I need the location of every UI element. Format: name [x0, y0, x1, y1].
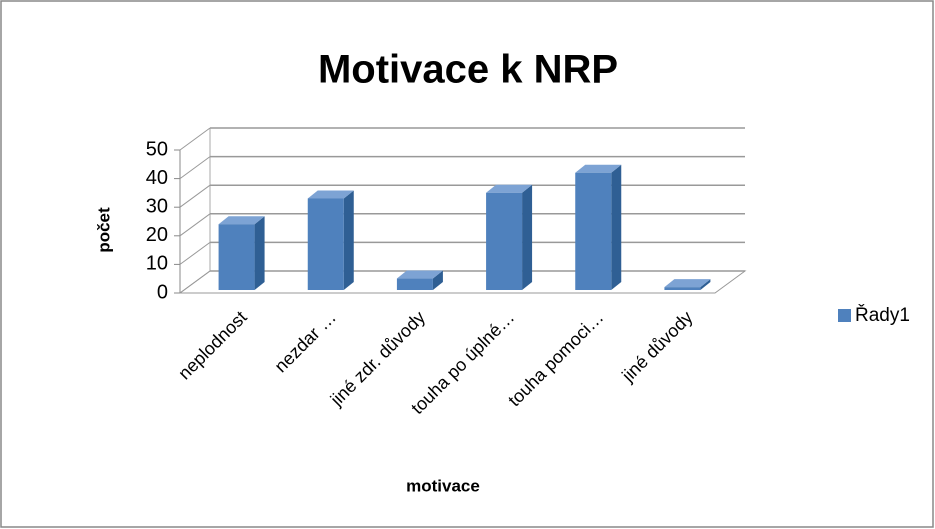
bar-top [486, 184, 533, 193]
bar-front [486, 192, 523, 290]
bar-side [611, 164, 622, 290]
legend-label: Řady1 [855, 304, 910, 326]
bar-side [700, 279, 711, 290]
y-axis-title: počet [94, 207, 113, 253]
x-axis-title: motivace [406, 476, 480, 495]
bar-top [664, 279, 711, 288]
grid-line [179, 127, 211, 151]
bar-side [522, 184, 533, 290]
y-tick-label: 30 [146, 195, 168, 217]
bar [396, 270, 443, 290]
bar-front [396, 278, 433, 290]
y-tick-label: 0 [157, 281, 168, 303]
bar-side [343, 190, 354, 290]
grid-line [179, 213, 211, 237]
bar-front [575, 172, 612, 290]
bar-top [307, 190, 354, 199]
y-tick-label: 10 [146, 253, 168, 275]
grid-line [179, 270, 211, 294]
bar-front [307, 198, 344, 290]
bar-top [396, 270, 443, 279]
y-tick-label: 40 [146, 167, 168, 189]
chart-title: Motivace k NRP [318, 48, 618, 92]
grid-line [179, 156, 211, 180]
bar-top [218, 216, 265, 225]
bar [218, 216, 265, 290]
y-tick-label: 20 [146, 224, 168, 246]
bar-top [575, 164, 622, 173]
bar [575, 164, 622, 290]
bar-side [432, 270, 443, 290]
legend-swatch [838, 309, 851, 322]
bar-side [254, 216, 265, 290]
bar [486, 184, 533, 290]
y-tick-label: 50 [146, 138, 168, 160]
grid-line [179, 184, 211, 208]
grid-line [179, 241, 211, 265]
bar [307, 190, 354, 290]
bar [664, 279, 711, 290]
bar-front [664, 287, 701, 290]
bar-front [218, 224, 255, 290]
